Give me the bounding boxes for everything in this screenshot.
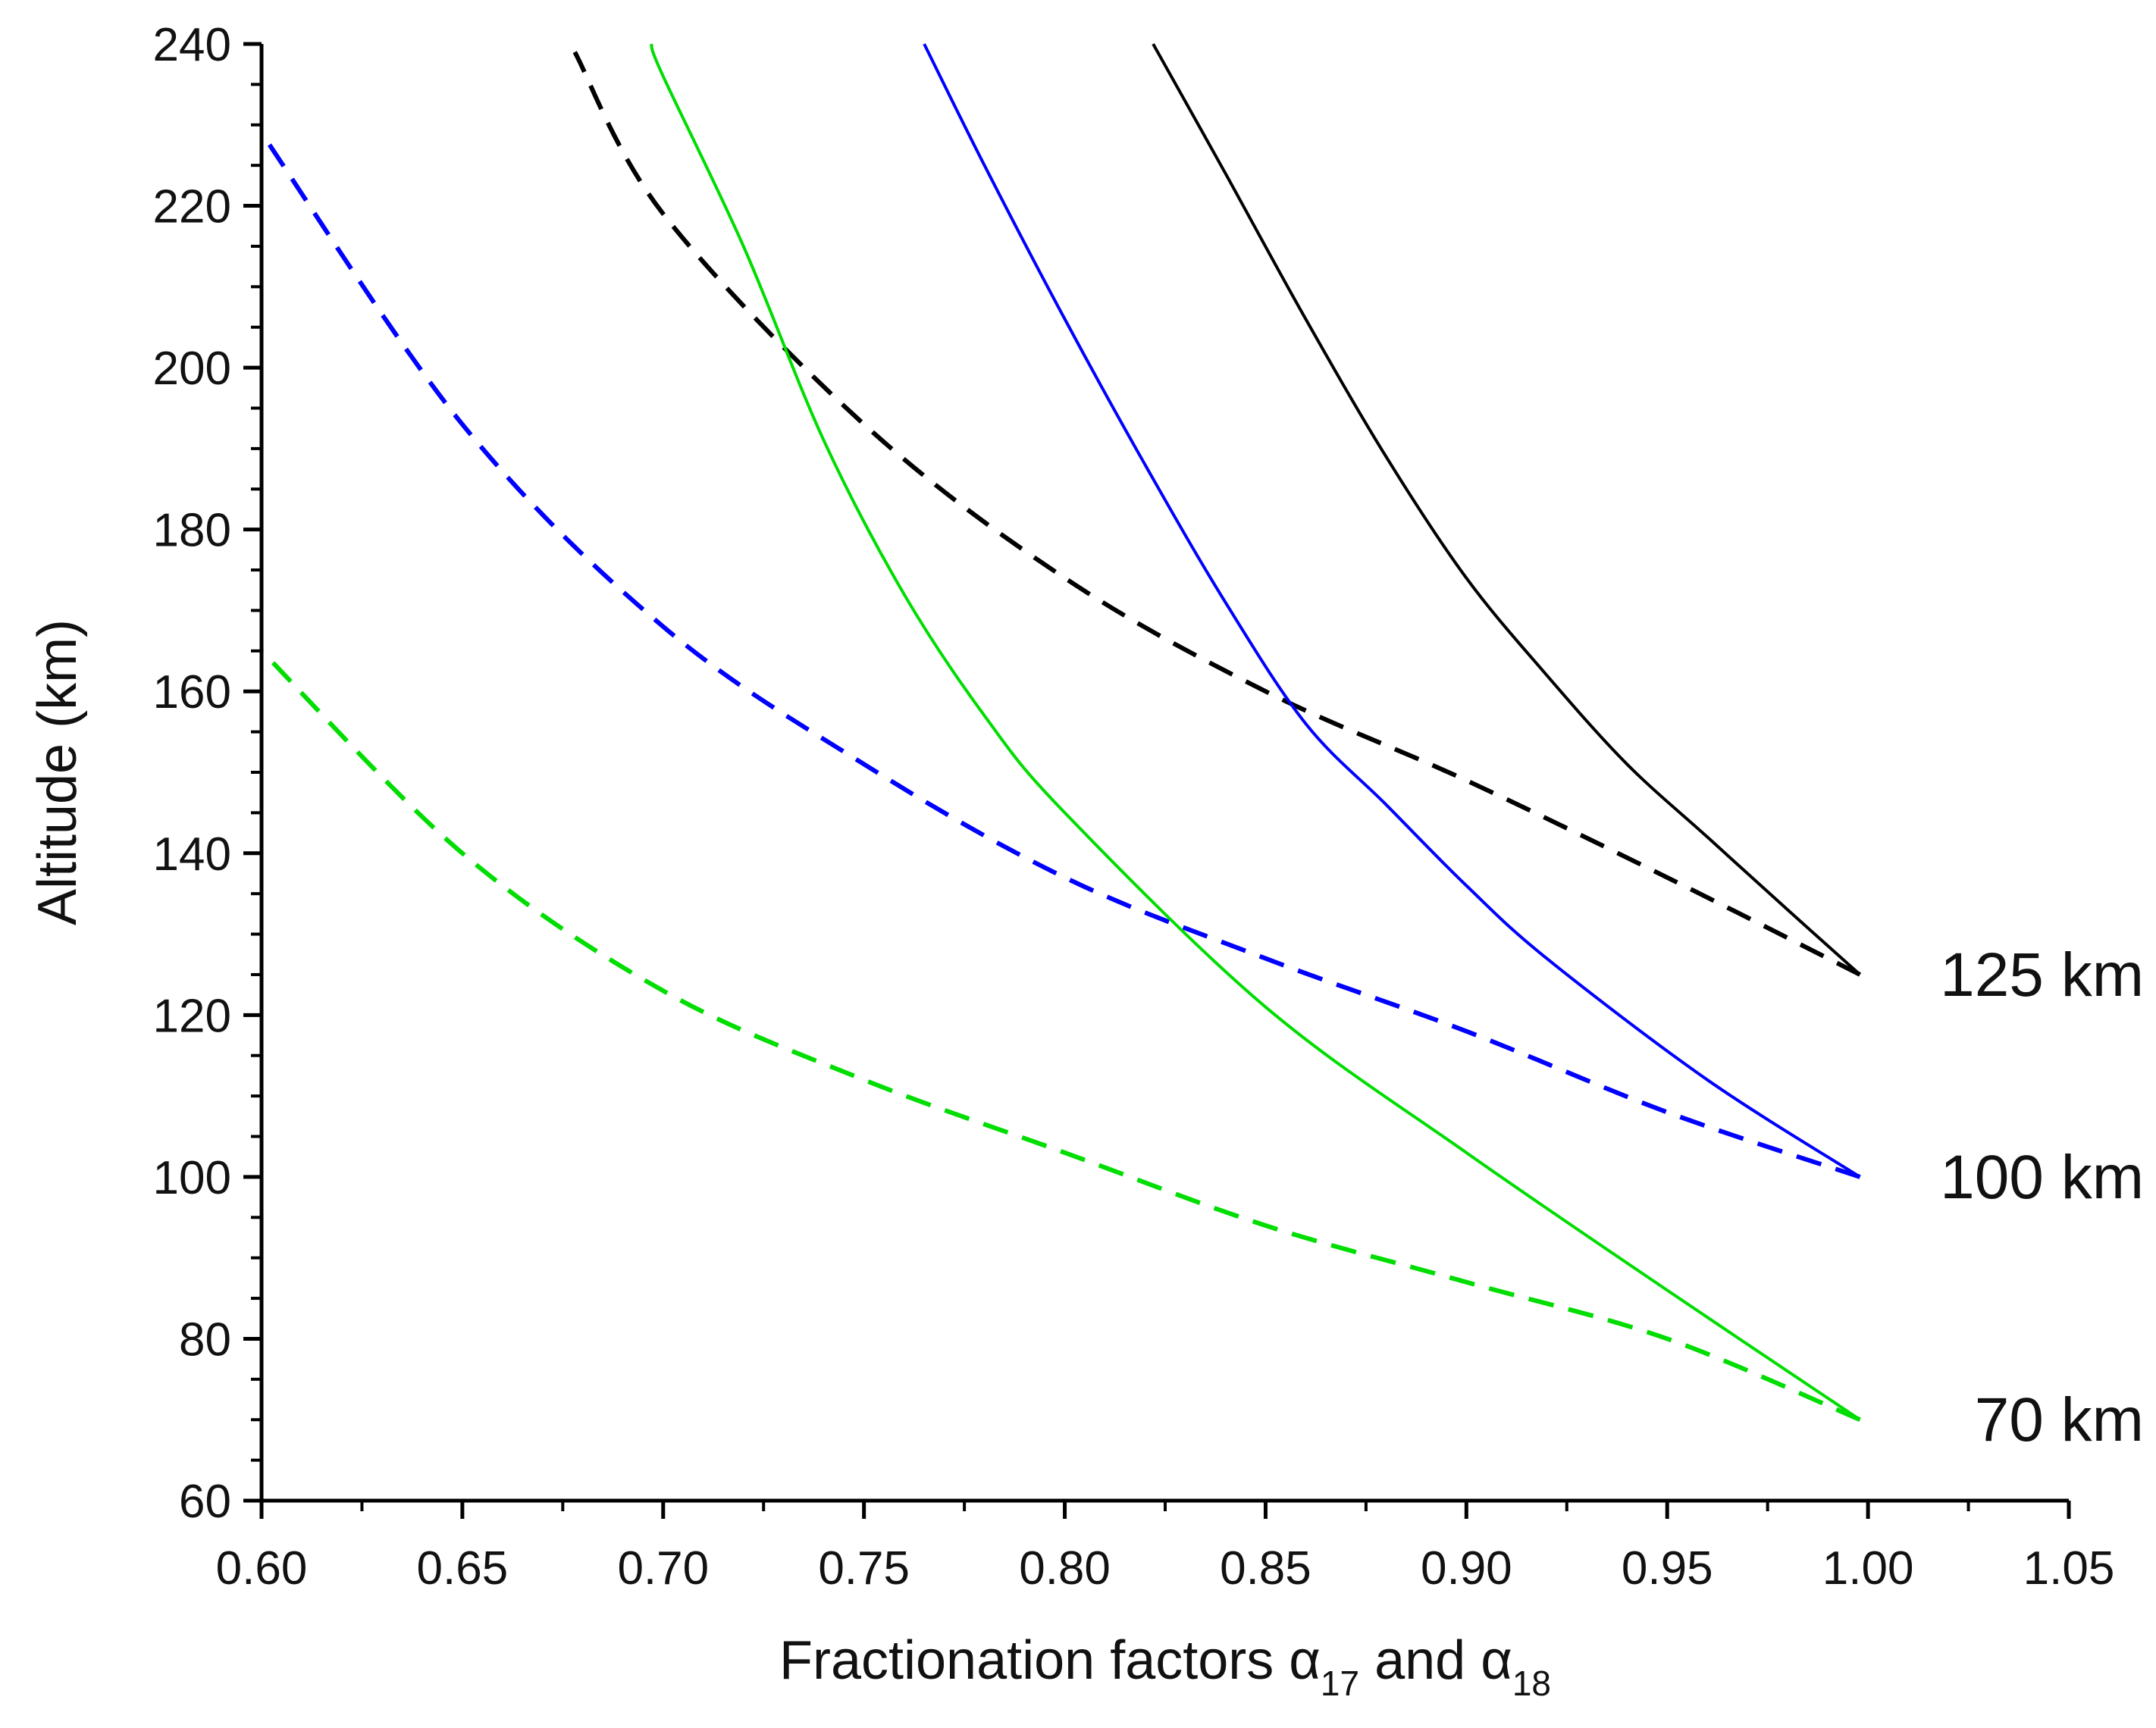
labels-layer: 0.60 0.65 0.70 0.75 0.80 0.85 0.90 0.95 1.00 1.05… bbox=[153, 19, 2144, 1595]
x-axis-title: Fractionation factors α17 and α18 bbox=[779, 1630, 1551, 1703]
altitude-annotation: 100 km bbox=[1940, 1143, 2144, 1212]
y-tick-label: 60 bbox=[179, 1476, 231, 1528]
x-axis-title-and: and bbox=[1359, 1630, 1481, 1691]
x-tick-label: 0.75 bbox=[818, 1542, 910, 1595]
x-tick-label: 1.05 bbox=[2023, 1542, 2115, 1595]
y-tick-label: 200 bbox=[153, 343, 231, 395]
series-line-100-km-solid bbox=[923, 43, 1861, 1179]
series-line-125-km-dashed bbox=[572, 51, 1861, 977]
y-axis-title: Altitude (km) bbox=[27, 619, 88, 925]
x-tick-label: 0.85 bbox=[1220, 1542, 1311, 1595]
series-layer bbox=[259, 43, 1861, 1422]
series-line-100-km-dashed bbox=[259, 131, 1861, 1179]
y-tick-label: 220 bbox=[153, 181, 231, 233]
series-line-70-km-solid bbox=[649, 43, 1861, 1421]
x-tick-label: 0.60 bbox=[216, 1542, 308, 1595]
x-axis-title-sub2: 18 bbox=[1512, 1664, 1551, 1703]
ticks-layer bbox=[243, 42, 2071, 1519]
y-tick-label: 160 bbox=[153, 666, 231, 718]
x-tick-label: 0.90 bbox=[1421, 1542, 1512, 1595]
alpha-symbol: α bbox=[1289, 1630, 1321, 1691]
x-tick-label: 0.80 bbox=[1019, 1542, 1111, 1595]
y-tick-label: 120 bbox=[153, 990, 231, 1042]
x-tick-label: 0.70 bbox=[617, 1542, 709, 1595]
y-tick-label: 140 bbox=[153, 828, 231, 881]
y-tick-label: 100 bbox=[153, 1152, 231, 1204]
series-line-70-km-dashed bbox=[259, 649, 1861, 1422]
x-axis-title-sub1: 17 bbox=[1321, 1664, 1359, 1703]
series-line-125-km-solid bbox=[1152, 43, 1861, 976]
x-tick-label: 1.00 bbox=[1822, 1542, 1914, 1595]
x-tick-label: 0.65 bbox=[417, 1542, 509, 1595]
altitude-annotation: 70 km bbox=[1975, 1385, 2144, 1454]
y-tick-label: 80 bbox=[179, 1313, 231, 1366]
alpha-symbol: α bbox=[1481, 1630, 1512, 1691]
altitude-annotation: 125 km bbox=[1940, 941, 2144, 1010]
y-tick-label: 180 bbox=[153, 505, 231, 557]
x-tick-label: 0.95 bbox=[1622, 1542, 1713, 1595]
x-axis-title-main: Fractionation factors bbox=[779, 1630, 1289, 1691]
y-tick-label: 240 bbox=[153, 19, 231, 71]
